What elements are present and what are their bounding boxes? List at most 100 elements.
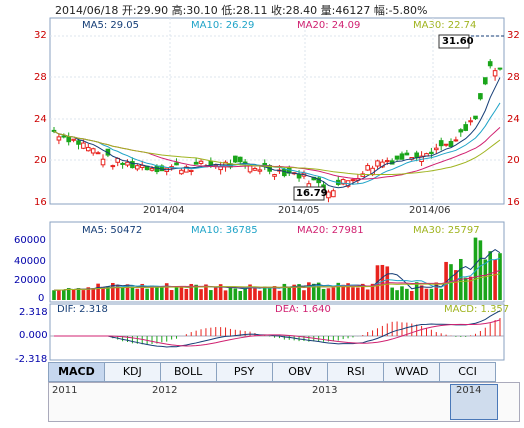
date-label-2014-04: 2014/04 (143, 205, 185, 216)
volume-bar (169, 290, 174, 300)
price-axis-right-20: 20 (507, 155, 520, 166)
tab-rsi[interactable]: RSI (328, 363, 385, 381)
quote-header: 2014/06/18 开:29.90 高:30.10 低:28.11 收:28.… (55, 4, 428, 17)
ma10-label: MA10: 26.29 (191, 20, 255, 31)
volume-bar (311, 283, 316, 300)
price-axis-right-16: 16 (507, 197, 520, 208)
volume-bar (272, 286, 277, 300)
volume-bar (223, 290, 228, 300)
volume-bar (194, 284, 198, 300)
volume-bar (160, 286, 164, 300)
candle-body (125, 161, 130, 166)
candle-body (257, 169, 263, 172)
candle-body (90, 148, 96, 154)
candle-body (149, 167, 155, 171)
volume-bar (498, 253, 502, 300)
volume-bar (321, 288, 326, 300)
candle-body (135, 165, 140, 170)
volume-bar (101, 286, 105, 300)
volume-bar (292, 284, 296, 300)
candle-body (296, 173, 302, 179)
scroll-year-2014: 2014 (456, 385, 482, 396)
vol-axis-0: 0 (38, 293, 45, 304)
candle-body (438, 140, 444, 147)
candlesticks (51, 59, 503, 203)
volume-bar (493, 259, 497, 300)
volume-bar (106, 286, 110, 300)
tab-obv[interactable]: OBV (273, 363, 329, 381)
candle-body (380, 161, 385, 168)
volume-bar (454, 270, 458, 300)
tab-wvad[interactable]: WVAD (384, 363, 441, 381)
tab-cci[interactable]: CCI (458, 365, 477, 378)
volume-bar (248, 284, 252, 300)
tab-psy[interactable]: PSY (217, 363, 273, 381)
ma5-label: MA5: 29.05 (82, 20, 140, 31)
volume-bar (297, 284, 301, 300)
vol-axis-40000: 40000 (14, 256, 46, 267)
volume-bar (307, 282, 311, 300)
candle-body (399, 153, 405, 160)
history-scrollbar[interactable] (48, 382, 520, 422)
candle-body (110, 165, 116, 168)
candle-body (360, 173, 366, 177)
price-axis-right-28: 28 (507, 72, 520, 83)
volume-bar (174, 286, 179, 300)
volume-bar (414, 282, 419, 300)
volume-bar (400, 286, 404, 300)
volume-bar (336, 282, 341, 300)
candle-body (487, 61, 493, 67)
candle-body (237, 156, 243, 163)
volume-bar (483, 259, 488, 300)
price-axis-left-20: 20 (34, 155, 47, 166)
volume-bar (341, 284, 345, 300)
volume-bar (253, 288, 257, 300)
volume-bar (243, 286, 247, 300)
volume-bar (145, 288, 149, 300)
ma30-line (53, 130, 501, 176)
tab-macd[interactable]: MACD (49, 363, 105, 381)
macd-lines (54, 310, 501, 348)
volume-bar (258, 290, 262, 300)
candle-body (56, 136, 62, 141)
scroll-window-handle[interactable] (450, 384, 498, 420)
candle-body (326, 191, 331, 199)
volume-ma-lines (53, 249, 501, 291)
macd-axis-zero: 0.000 (19, 330, 48, 341)
volume-bar (184, 288, 189, 300)
volume-panel-frame (49, 221, 505, 303)
volume-bars (52, 237, 502, 300)
volume-bar (155, 287, 159, 300)
candle-body (492, 70, 498, 77)
candle-body (414, 152, 419, 159)
vol-ma30-line (53, 273, 501, 291)
volume-bar (439, 288, 443, 300)
candle-body (130, 161, 135, 169)
volume-bar (267, 287, 272, 300)
candle-body (478, 93, 483, 100)
tab-kdj[interactable]: KDJ (105, 363, 161, 381)
volume-bar (262, 286, 267, 300)
volume-bar (390, 287, 394, 300)
candle-body (61, 135, 67, 138)
volume-bar (287, 287, 292, 300)
ma30-label: MA30: 22.74 (413, 20, 477, 31)
volume-bar (115, 284, 120, 300)
candle-body (404, 152, 410, 156)
volume-bar (111, 282, 115, 300)
volume-bar (478, 240, 483, 300)
candle-body (66, 136, 72, 143)
vol-axis-60000: 60000 (14, 235, 46, 246)
macd-dif-label: DIF: 2.318 (57, 304, 108, 315)
price-axis-left-32: 32 (34, 30, 47, 41)
volume-bar (380, 264, 385, 300)
candle-body (473, 115, 478, 120)
candle-body (282, 168, 287, 177)
price-axis-left-16: 16 (34, 197, 47, 208)
volume-bar (331, 287, 336, 300)
macd-axis-bottom: -2.318 (15, 354, 48, 365)
volume-bar (125, 284, 130, 300)
candle-body (233, 155, 238, 163)
volume-bar (429, 288, 434, 300)
tab-boll[interactable]: BOLL (161, 363, 217, 381)
